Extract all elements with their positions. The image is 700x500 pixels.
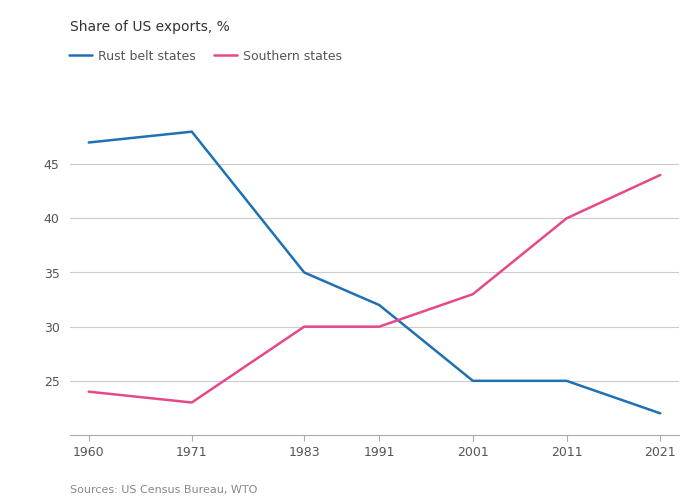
Southern states <box>85 388 93 394</box>
Southern states <box>469 291 477 297</box>
Rust belt states <box>469 378 477 384</box>
Legend: Rust belt states, Southern states: Rust belt states, Southern states <box>64 45 347 68</box>
Text: Share of US exports, %: Share of US exports, % <box>70 20 230 34</box>
Southern states <box>188 400 196 406</box>
Southern states <box>375 324 384 330</box>
Rust belt states <box>300 270 309 276</box>
Southern states <box>656 172 664 178</box>
Rust belt states <box>656 410 664 416</box>
Text: Sources: US Census Bureau, WTO: Sources: US Census Bureau, WTO <box>70 485 258 495</box>
Southern states <box>300 324 309 330</box>
Rust belt states <box>562 378 570 384</box>
Southern states <box>562 216 570 222</box>
Rust belt states <box>85 140 93 145</box>
Rust belt states <box>188 128 196 134</box>
Line: Southern states: Southern states <box>89 175 660 402</box>
Line: Rust belt states: Rust belt states <box>89 132 660 414</box>
Rust belt states <box>375 302 384 308</box>
